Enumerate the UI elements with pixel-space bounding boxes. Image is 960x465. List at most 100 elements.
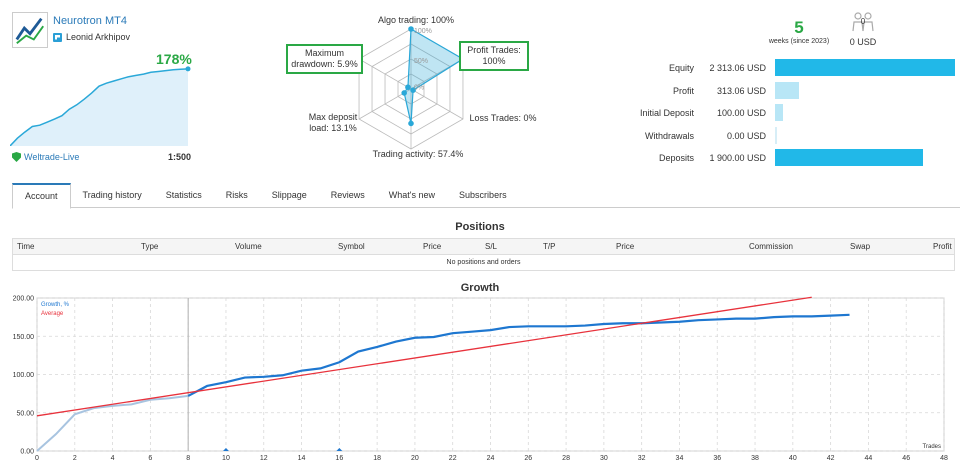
radar-chart: 100% 50% 0% Algo trading: 100% Profit Trad… <box>283 10 545 165</box>
author-flag-icon <box>53 32 62 42</box>
subscribers-icon[interactable]: 0 <box>852 11 874 33</box>
positions-col-price[interactable]: Price <box>616 242 635 251</box>
leverage: 1:500 <box>168 152 192 162</box>
author-name[interactable]: Leonid Arkhipov <box>66 32 131 42</box>
radar-label-profit: Profit Trades: 100% <box>459 41 529 71</box>
tab-what-s-new[interactable]: What's new <box>388 190 436 200</box>
y-tick-label: 100.00 <box>13 372 35 379</box>
tab-slippage[interactable]: Slippage <box>271 190 307 200</box>
radar-ring-label: 50% <box>414 58 428 65</box>
x-tick-label: 46 <box>902 455 910 462</box>
y-tick-label: 200.00 <box>13 296 35 303</box>
x-tick-label: 30 <box>600 455 608 462</box>
tab-risks[interactable]: Risks <box>225 190 248 200</box>
x-tick-label: 20 <box>411 455 419 462</box>
x-tick-label: 38 <box>751 455 759 462</box>
radar-ring-label: 0% <box>414 84 424 91</box>
x-tick-label: 44 <box>865 455 873 462</box>
growth-chart: 0 2 4 6 8 10 12 14 16 18 20 22 24 26 28 30 32 34 36 38 40 42 4… <box>13 296 948 463</box>
mini-growth-chart <box>10 66 191 146</box>
positions-header-row: Time Type Volume Symbol Price S/L T/P Price Comm… <box>13 239 954 255</box>
tab-bar: Account Trading history Statistics Risks Sli… <box>12 183 960 209</box>
mini-growth-area <box>10 68 188 146</box>
stat-bar <box>775 126 777 144</box>
mini-growth-line <box>10 68 189 146</box>
positions-col-swap[interactable]: Swap <box>850 242 871 251</box>
positions-col-price[interactable]: Price <box>423 242 442 251</box>
positions-col-commission[interactable]: Commission <box>749 242 794 251</box>
x-tick-label: 18 <box>373 455 381 462</box>
positions-col-volume[interactable]: Volume <box>235 242 262 251</box>
signal-logo-icon <box>13 13 47 47</box>
tab-statistics[interactable]: Statistics <box>165 190 202 200</box>
x-axis-label: Trades <box>923 444 941 450</box>
subscribers-count: 0 <box>861 17 866 26</box>
stat-value: 100.00 USD <box>716 108 766 118</box>
radar-point <box>410 87 416 93</box>
x-tick-label: 10 <box>222 455 230 462</box>
stat-bar <box>775 104 783 121</box>
radar-label-loss: Loss Trades: 0% <box>469 113 537 123</box>
radar-label-algo: Algo trading: 100% <box>377 15 455 25</box>
weeks-count: 5 <box>794 18 804 37</box>
signal-name[interactable]: Neurotron MT4 <box>53 15 127 27</box>
stat-label: Equity <box>668 63 694 73</box>
stat-row-initial-deposit: Initial Deposit 100.00 USD <box>600 103 960 123</box>
radar-label-load: Max deposit load: 13.1% <box>308 112 358 133</box>
radar-point <box>405 84 411 91</box>
deposit-marker <box>222 448 229 451</box>
x-tick-label: 26 <box>524 455 532 462</box>
subscribers-amount: 0 USD <box>849 37 877 47</box>
x-tick-label: 2 <box>73 455 77 462</box>
signal-avatar[interactable] <box>12 12 48 48</box>
radar-axis <box>410 88 464 120</box>
radar-axis <box>358 58 412 90</box>
stat-label: Initial Deposit <box>639 108 694 118</box>
radar-point <box>408 120 414 127</box>
growth-line-early <box>36 394 189 452</box>
x-tick-label: 0 <box>35 455 39 462</box>
tab-account[interactable]: Account <box>12 183 71 209</box>
stat-value: 2 313.06 USD <box>709 63 766 73</box>
x-tick-label: 14 <box>298 455 306 462</box>
stat-value: 0.00 USD <box>726 130 766 141</box>
positions-col-time[interactable]: Time <box>17 242 35 251</box>
stat-bar <box>775 149 923 166</box>
stat-row-deposits: Deposits 1 900.00 USD <box>600 148 960 168</box>
tab-trading-history[interactable]: Trading history <box>82 190 142 200</box>
x-tick-label: 12 <box>260 455 268 462</box>
stat-row-profit: Profit 313.06 USD <box>600 81 960 101</box>
x-tick-label: 34 <box>676 455 684 462</box>
radar-point <box>408 26 414 32</box>
broker-name[interactable]: Weltrade-Live <box>24 152 80 162</box>
stat-bar <box>775 59 955 76</box>
legend-growth: Growth, % <box>41 302 70 308</box>
stat-label: Profit <box>672 85 694 96</box>
x-tick-label: 42 <box>827 455 835 462</box>
positions-col-symbol[interactable]: Symbol <box>338 242 365 251</box>
positions-title: Positions <box>455 221 505 233</box>
positions-empty-message: No positions and orders <box>446 259 521 266</box>
shield-check-icon <box>12 152 21 162</box>
positions-col-s-l[interactable]: S/L <box>485 242 498 251</box>
stat-label: Withdrawals <box>644 130 694 141</box>
stat-label: Deposits <box>658 153 694 163</box>
average-line <box>36 296 812 417</box>
x-tick-label: 16 <box>335 455 343 462</box>
x-tick-label: 28 <box>562 455 570 462</box>
tab-subscribers[interactable]: Subscribers <box>459 190 507 200</box>
deposit-marker <box>336 448 343 451</box>
stat-row-equity: Equity 2 313.06 USD <box>600 58 960 78</box>
positions-col-type[interactable]: Type <box>141 242 159 251</box>
tab-reviews[interactable]: Reviews <box>330 190 365 200</box>
radar-label-activity: Trading activity: 57.4% <box>372 149 464 159</box>
radar-value-shape <box>403 27 465 124</box>
stat-bar <box>775 81 800 99</box>
positions-col-profit[interactable]: Profit <box>933 242 952 251</box>
radar-point <box>401 90 407 96</box>
x-tick-label: 4 <box>111 455 115 462</box>
stat-value: 1 900.00 USD <box>709 153 766 163</box>
positions-col-t-p[interactable]: T/P <box>543 242 556 251</box>
x-tick-label: 22 <box>449 455 457 462</box>
x-tick-label: 6 <box>148 455 152 462</box>
